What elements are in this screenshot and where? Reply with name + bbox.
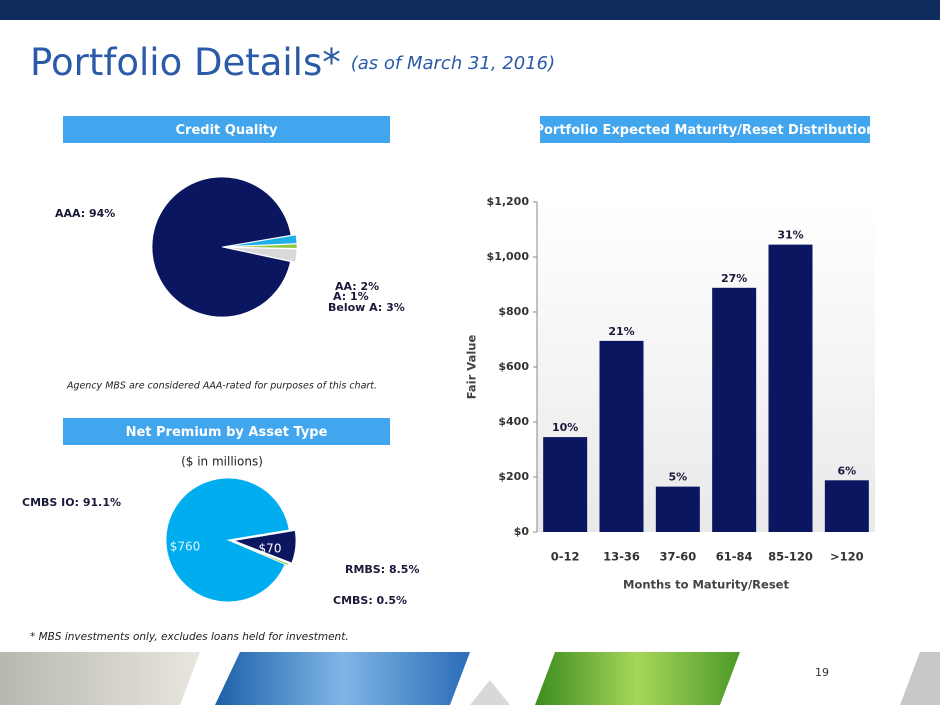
x-tick-label: 37-60 [659,550,696,564]
bar-percent-label: 21% [608,325,634,338]
bar-percent-label: 6% [837,464,856,477]
amount-label: $70 [259,542,282,556]
y-tick-label: $1,200 [487,195,530,208]
y-tick-label: $600 [498,360,529,373]
pie-slice [232,530,297,564]
pie-slice [151,176,292,318]
x-tick-label: >120 [830,550,864,564]
slice-label: CMBS: 0.5% [333,594,407,607]
bar [768,244,813,532]
y-tick-label: $200 [498,470,529,483]
plot-area [537,202,875,532]
bar [599,340,644,532]
bar-percent-label: 10% [552,421,578,434]
section-header [63,116,390,143]
section-title: Credit Quality [176,123,278,138]
bar [543,437,588,532]
bar-percent-label: 5% [668,471,687,484]
slice-label: AA: 2% [335,280,379,293]
slice-label: Below A: 3% [328,301,405,314]
amount-label: $760 [170,540,201,554]
pie-slice [230,540,290,566]
bar-percent-label: 27% [721,272,747,285]
section-header [540,116,870,143]
title: Portfolio Details* [30,41,341,84]
x-tick-label: 85-120 [768,550,813,564]
section-title: Portfolio Expected Maturity/Reset Distri… [534,123,875,138]
top-banner [0,0,940,20]
section-title: Net Premium by Asset Type [126,425,328,440]
bar [824,480,869,532]
y-tick-label: $0 [514,525,530,538]
bar [655,486,700,532]
page-number: 19 [815,666,829,679]
slide-title: Portfolio Details* (as of March 31, 2016) [30,41,555,84]
slice-label: A: 1% [333,290,369,303]
chart-subtitle: ($ in millions) [181,455,263,469]
pie-slice [226,243,298,249]
section-header [63,418,390,445]
slice-label: CMBS IO: 91.1% [22,496,121,509]
bar-percent-label: 31% [777,229,803,242]
slice-label: AAA: 94% [55,207,115,220]
y-axis-label: Fair Value [465,335,479,400]
pie-slice [226,234,298,247]
pie-slice [226,247,298,263]
bar [712,287,757,532]
x-tick-label: 0-12 [551,550,580,564]
pie-slice [165,477,290,603]
x-tick-label: 13-36 [603,550,640,564]
y-tick-label: $400 [498,415,529,428]
footnote: * MBS investments only, excludes loans h… [30,631,349,643]
x-axis-label: Months to Maturity/Reset [623,578,789,592]
footer-images [0,652,940,705]
y-tick-label: $800 [498,305,529,318]
x-tick-label: 61-84 [716,550,753,564]
subtitle: (as of March 31, 2016) [351,53,555,74]
slice-label: RMBS: 8.5% [345,563,419,576]
y-tick-label: $1,000 [487,250,530,263]
chart-note: Agency MBS are considered AAA-rated for … [66,381,377,392]
